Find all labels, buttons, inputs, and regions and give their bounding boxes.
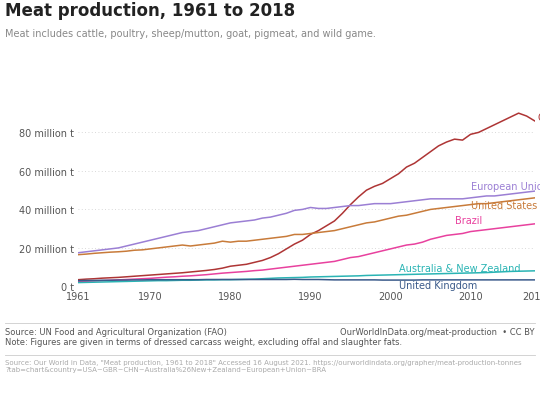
Text: European Union: European Union [470,182,540,192]
Text: Meat production, 1961 to 2018: Meat production, 1961 to 2018 [5,2,295,20]
Text: Brazil: Brazil [455,215,482,225]
Text: Source: UN Food and Agricultural Organization (FAO): Source: UN Food and Agricultural Organiz… [5,327,227,336]
Text: Source: Our World in Data, "Meat production, 1961 to 2018" Accessed 16 August 20: Source: Our World in Data, "Meat product… [5,359,522,372]
Text: Meat includes cattle, poultry, sheep/mutton, goat, pigmeat, and wild game.: Meat includes cattle, poultry, sheep/mut… [5,29,376,39]
Text: Note: Figures are given in terms of dressed carcass weight, excluding offal and : Note: Figures are given in terms of dres… [5,338,402,346]
Text: OurWorldInData.org/meat-production  • CC BY: OurWorldInData.org/meat-production • CC … [340,327,535,336]
Text: United Kingdom: United Kingdom [399,281,477,291]
Text: China: China [537,113,540,123]
Text: United States: United States [470,200,537,210]
Text: Australia & New Zealand: Australia & New Zealand [399,263,520,273]
